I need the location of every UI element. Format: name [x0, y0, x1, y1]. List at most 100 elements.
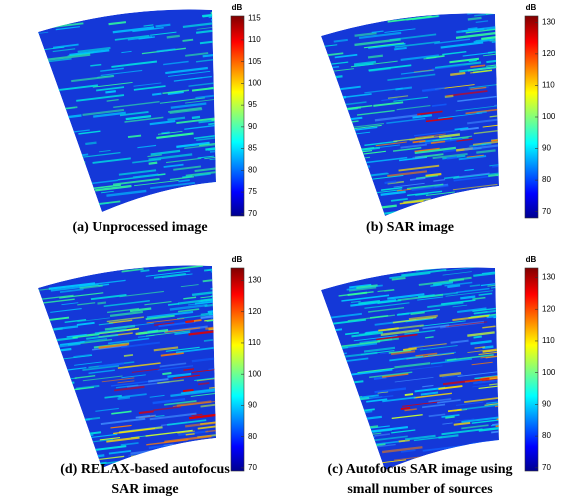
speckle	[498, 184, 499, 190]
speckle	[406, 183, 444, 191]
speckle	[169, 108, 203, 115]
speckle	[489, 160, 499, 167]
speckle	[125, 115, 152, 121]
speckle	[98, 343, 129, 349]
tick-label: 110	[542, 81, 555, 90]
speckle	[387, 293, 425, 300]
speckle	[499, 390, 507, 391]
speckle	[349, 283, 372, 289]
speckle	[368, 209, 380, 213]
speckle	[210, 285, 216, 290]
speckle	[415, 133, 446, 139]
speckle	[433, 179, 446, 182]
speckle	[150, 181, 195, 190]
speckle	[358, 299, 381, 305]
speckle	[44, 53, 91, 62]
speckle	[219, 11, 231, 12]
speckle	[185, 419, 216, 428]
speckle	[483, 50, 499, 57]
speckle	[446, 354, 494, 362]
speckle	[64, 319, 87, 324]
speckle	[494, 402, 499, 408]
speckle	[98, 149, 111, 153]
speckle	[449, 450, 473, 455]
speckle	[194, 173, 211, 177]
speckle	[118, 393, 147, 399]
speckle	[163, 163, 184, 168]
speckle	[387, 324, 424, 331]
speckle	[121, 50, 132, 54]
speckle	[468, 59, 477, 63]
speckle	[129, 307, 152, 313]
speckle	[449, 196, 487, 203]
speckle	[183, 296, 197, 300]
speckle	[444, 267, 488, 272]
speckle	[342, 93, 372, 99]
tick-label: 130	[248, 276, 262, 285]
speckle	[79, 265, 111, 268]
speckle	[353, 60, 377, 66]
speckle	[394, 362, 431, 369]
speckle	[334, 207, 383, 215]
speckle	[106, 99, 119, 102]
speckle	[372, 174, 404, 180]
speckle	[150, 197, 160, 200]
speckle	[445, 321, 488, 328]
speckle	[184, 97, 216, 104]
speckle	[149, 394, 165, 398]
speckle	[90, 294, 127, 301]
speckle	[149, 120, 176, 126]
speckle	[321, 204, 360, 212]
speckle	[144, 256, 186, 261]
speckle	[85, 141, 97, 146]
speckle	[408, 343, 447, 349]
speckle	[324, 267, 370, 275]
speckle	[453, 421, 471, 426]
speckle	[59, 341, 85, 346]
speckle	[178, 179, 190, 183]
speckle	[356, 284, 378, 289]
speckle	[142, 457, 167, 463]
speckle	[428, 413, 446, 418]
speckle	[322, 170, 339, 175]
speckle	[392, 147, 422, 152]
speckle	[331, 268, 343, 272]
speckle	[112, 178, 160, 186]
tick-label: 70	[248, 463, 257, 472]
speckle	[205, 427, 216, 433]
speckle	[138, 328, 169, 335]
speckle	[200, 400, 216, 408]
speckle	[153, 406, 181, 411]
speckle	[453, 172, 490, 179]
speckle	[321, 453, 340, 458]
speckle	[458, 155, 487, 161]
speckle	[352, 124, 382, 130]
speckle	[220, 321, 232, 322]
speckle	[469, 449, 483, 454]
speckle	[389, 272, 431, 279]
speckle	[321, 374, 327, 379]
speckle	[381, 372, 409, 378]
speckle	[155, 414, 165, 418]
speckle	[394, 376, 434, 383]
tick-label: 80	[248, 165, 257, 174]
speckle	[389, 355, 424, 362]
speckle	[76, 94, 125, 102]
speckle	[471, 417, 499, 424]
speckle	[441, 373, 463, 378]
speckle	[445, 290, 494, 297]
speckle	[101, 190, 114, 194]
speckle	[82, 375, 123, 382]
speckle	[321, 156, 371, 164]
speckle	[321, 267, 348, 270]
speckle	[432, 281, 454, 286]
speckle	[438, 112, 483, 119]
speckle	[190, 392, 216, 397]
speckle	[112, 26, 155, 34]
speckle	[331, 201, 364, 208]
speckle	[132, 173, 159, 178]
speckle	[144, 201, 161, 205]
speckle	[418, 263, 450, 267]
speckle	[374, 433, 391, 437]
colorbar-unit: dB	[232, 255, 243, 264]
